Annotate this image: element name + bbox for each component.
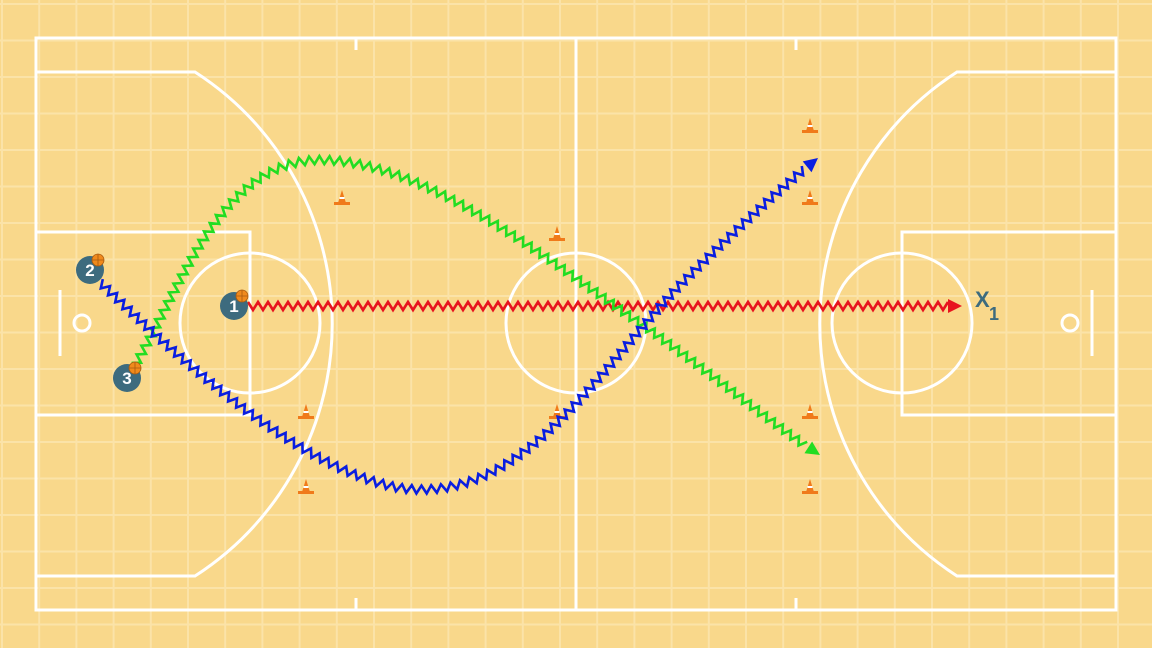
cone-icon [334,190,350,205]
player-1[interactable]: 1 [220,289,249,320]
dribble-paths [99,153,962,497]
defender-label: X [975,287,990,312]
cone-icon [298,404,314,419]
left-three-point-line [36,70,334,578]
left-key [34,230,252,417]
left-free-throw-circle [178,251,322,395]
arrowhead-icon [948,299,962,313]
cone-icon [802,118,818,133]
dribble-path-player-1 [246,299,962,313]
basketball-icon [91,253,105,267]
cones [298,118,818,494]
right-key [900,230,1118,417]
dribble-path-player-2 [99,158,818,497]
arrowhead-icon [804,441,820,455]
player-number: 2 [85,261,94,280]
players: 1 2 3 [76,253,249,392]
basketball-icon [235,289,249,303]
court-lines [34,36,1118,612]
right-hoop [1060,313,1080,333]
right-free-throw-circle [830,251,974,395]
cone-icon [549,226,565,241]
player-number: 3 [122,369,131,388]
defender-x1: X 1 [975,287,999,324]
dribble-path-player-3 [131,153,820,455]
cone-icon [802,190,818,205]
player-2[interactable]: 2 [76,253,105,284]
arrowhead-icon [802,158,818,173]
right-three-point-line [818,70,1116,578]
basketball-icon [128,361,142,375]
cone-icon [802,404,818,419]
cone-icon [802,479,818,494]
left-hoop [72,313,92,333]
defender-sub: 1 [989,304,999,324]
player-3[interactable]: 3 [113,361,142,392]
cone-icon [298,479,314,494]
player-number: 1 [229,297,238,316]
